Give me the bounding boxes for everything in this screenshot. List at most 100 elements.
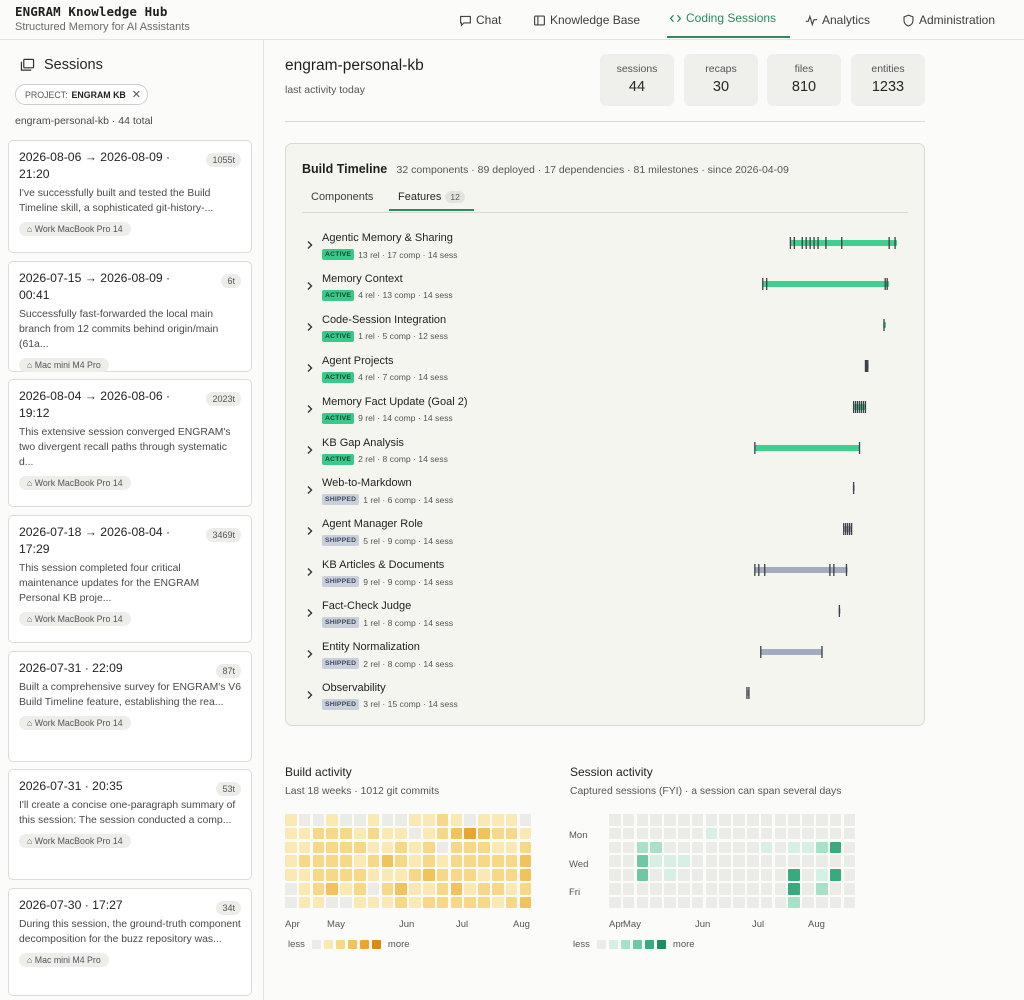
heatmap-cell xyxy=(691,814,704,826)
chevron-right-icon[interactable] xyxy=(304,648,316,660)
chevron-right-icon[interactable] xyxy=(304,280,316,292)
heatmap-cell xyxy=(705,855,718,867)
feature-stats: SHIPPED 9 rel · 9 comp · 14 sess xyxy=(322,576,453,588)
heatmap-cell xyxy=(843,841,856,854)
session-activity-subtitle: Captured sessions (FYI) · a session can … xyxy=(570,786,842,797)
heatmap-cell xyxy=(436,869,449,881)
heatmap-cell xyxy=(298,827,311,840)
heatmap-cell xyxy=(312,855,325,867)
feature-stats: SHIPPED 5 rel · 9 comp · 14 sess xyxy=(322,535,454,547)
feature-row[interactable]: Agentic Memory & Sharing ACTIVE 13 rel · 1… xyxy=(286,230,926,270)
feature-row[interactable]: Agent Manager Role SHIPPED 5 rel · 9 comp … xyxy=(286,516,926,556)
heatmap-cell xyxy=(409,841,421,854)
heatmap-cell xyxy=(367,841,380,854)
heatmap-cell xyxy=(733,841,745,854)
heatmap-cell xyxy=(691,841,704,854)
stat-value: 44 xyxy=(628,79,646,95)
heatmap-cell xyxy=(409,869,421,881)
chevron-right-icon[interactable] xyxy=(304,607,316,619)
session-card[interactable]: 2026-08-06 → 2026-08-09 · 21:20 1055t I'… xyxy=(8,140,252,253)
tab-components[interactable]: Components xyxy=(311,191,373,203)
feature-row[interactable]: Web-to-Markdown SHIPPED 1 rel · 6 comp · 1… xyxy=(286,475,926,515)
chevron-right-icon[interactable] xyxy=(304,321,316,333)
feature-name: KB Articles & Documents xyxy=(322,559,445,572)
heatmap-cell xyxy=(719,869,731,881)
nav-knowledge-base[interactable]: Knowledge Base xyxy=(533,0,640,40)
legend-swatch xyxy=(644,940,654,949)
heatmap-cell xyxy=(664,869,676,881)
feature-name: Agent Manager Role xyxy=(322,518,423,531)
legend-swatch xyxy=(656,940,666,949)
nav-analytics[interactable]: Analytics xyxy=(805,0,870,40)
status-badge: ACTIVE xyxy=(322,289,355,301)
project-filter-chip[interactable]: PROJECT: ENGRAM KB ✕ xyxy=(15,84,148,105)
chevron-right-icon[interactable] xyxy=(304,566,316,578)
tab-features[interactable]: Features 12 xyxy=(389,191,474,211)
session-card[interactable]: 2026-07-18 → 2026-08-04 · 17:29 3469t Th… xyxy=(8,515,252,643)
chevron-right-icon[interactable] xyxy=(304,444,316,456)
chevron-right-icon[interactable] xyxy=(304,484,316,496)
heatmap-cell xyxy=(492,883,504,895)
feature-row[interactable]: Code-Session Integration ACTIVE 1 rel · 5 … xyxy=(286,312,926,352)
brand[interactable]: ENGRAM Knowledge Hub Structured Memory f… xyxy=(15,4,190,33)
session-card[interactable]: 2026-08-04 → 2026-08-06 · 19:12 2023t Th… xyxy=(8,379,252,507)
legend-swatch xyxy=(311,940,321,949)
feature-name: Memory Fact Update (Goal 2) xyxy=(322,395,468,408)
heatmap-cell xyxy=(760,827,773,840)
feature-stats: SHIPPED 3 rel · 15 comp · 14 sess xyxy=(322,698,458,710)
nav-chat[interactable]: Chat xyxy=(459,0,501,40)
timeline-bar xyxy=(852,485,855,492)
feature-row[interactable]: Memory Context ACTIVE 4 rel · 13 comp · 14… xyxy=(286,271,926,311)
heatmap-cell xyxy=(622,814,635,826)
heatmap-cell xyxy=(609,883,621,895)
heatmap-cell xyxy=(816,855,828,867)
feature-row[interactable]: Agent Projects ACTIVE 4 rel · 7 comp · 14 … xyxy=(286,353,926,393)
feature-row[interactable]: Entity Normalization SHIPPED 2 rel · 8 com… xyxy=(286,639,926,679)
heatmap-cell xyxy=(636,814,649,826)
heatmap-cell xyxy=(760,841,773,854)
heatmap-cell xyxy=(354,883,366,895)
day-label-fri: Fri xyxy=(569,887,581,898)
close-icon[interactable]: ✕ xyxy=(131,89,141,101)
main-panel: engram-personal-kb last activity today s… xyxy=(265,40,1024,1000)
chevron-right-icon[interactable] xyxy=(304,403,316,415)
chevron-right-icon[interactable] xyxy=(304,689,316,701)
heatmap-cell xyxy=(843,814,856,826)
token-badge: 87t xyxy=(216,664,241,678)
session-card[interactable]: 2026-07-15 → 2026-08-09 · 00:41 6t Succe… xyxy=(8,261,252,372)
heatmap-cell xyxy=(436,841,449,854)
heatmap-cell xyxy=(312,841,325,854)
feature-counts: 5 rel · 9 comp · 14 sess xyxy=(363,535,454,546)
timeline-bar xyxy=(762,280,890,287)
feature-row[interactable]: KB Gap Analysis ACTIVE 2 rel · 8 comp · 14… xyxy=(286,435,926,475)
heatmap-cell xyxy=(312,883,325,895)
session-card[interactable]: 2026-07-30 · 17:27 34t During this sessi… xyxy=(8,888,252,996)
session-card[interactable]: 2026-07-31 · 20:35 53t I'll create a con… xyxy=(8,769,252,880)
chevron-right-icon[interactable] xyxy=(304,525,316,537)
chevron-right-icon[interactable] xyxy=(304,362,316,374)
heatmap-cell xyxy=(774,814,787,826)
feature-row[interactable]: Memory Fact Update (Goal 2) ACTIVE 9 rel ·… xyxy=(286,394,926,434)
feature-name: Code-Session Integration xyxy=(322,313,447,326)
session-summary: This extensive session converged ENGRAM'… xyxy=(19,427,231,468)
feature-row[interactable]: Observability SHIPPED 3 rel · 15 comp · 14… xyxy=(286,680,926,720)
heatmap-cell xyxy=(650,896,662,909)
month-label: Jul xyxy=(752,919,765,930)
feature-row[interactable]: KB Articles & Documents SHIPPED 9 rel · 9 … xyxy=(286,557,926,597)
device-badge: ⌂ Work MacBook Pro 14 xyxy=(19,716,131,730)
legend-swatch xyxy=(347,940,357,949)
chevron-right-icon[interactable] xyxy=(304,239,316,251)
session-card[interactable]: 2026-07-31 · 22:09 87t Built a comprehen… xyxy=(8,651,252,762)
heatmap-cell xyxy=(423,896,435,909)
status-badge: SHIPPED xyxy=(322,535,360,547)
heatmap-cell xyxy=(464,814,476,826)
heatmap-cell xyxy=(609,896,621,909)
nav-coding-sessions[interactable]: Coding Sessions xyxy=(667,0,790,38)
feature-row[interactable]: Fact-Check Judge SHIPPED 1 rel · 8 comp · … xyxy=(286,598,926,638)
timeline-tabs: Components Features 12 xyxy=(302,187,908,213)
nav-administration[interactable]: Administration xyxy=(902,0,995,40)
heatmap-cell xyxy=(650,883,662,895)
heatmap-cell xyxy=(622,827,635,840)
heatmap-cell xyxy=(450,827,463,840)
heatmap-cell xyxy=(464,883,476,895)
